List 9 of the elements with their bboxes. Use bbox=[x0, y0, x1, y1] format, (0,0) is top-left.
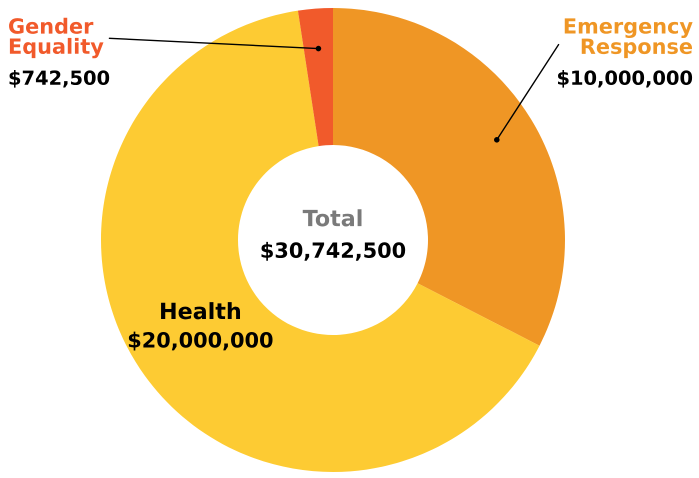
data-label: $10,000,000 bbox=[558, 70, 692, 88]
data-label: $742,500 bbox=[10, 70, 110, 88]
text: $30,742,500 bbox=[261, 242, 406, 261]
slice-label: Gender Equality bbox=[9, 18, 104, 58]
donut-slice bbox=[298, 8, 333, 146]
data-label: $20,000,000 bbox=[128, 332, 273, 351]
slice-label: Emergency Response bbox=[564, 18, 693, 58]
slice-label: Health bbox=[161, 302, 240, 320]
text: Total bbox=[302, 209, 362, 226]
